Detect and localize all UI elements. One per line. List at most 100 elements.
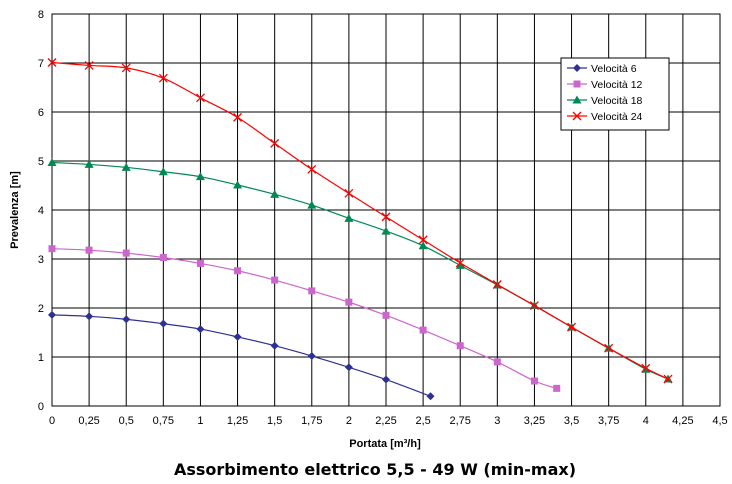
x-tick-label: 4 (643, 415, 649, 427)
x-tick-label: 1,5 (267, 415, 282, 427)
x-axis-label: Portata [m³/h] (349, 438, 421, 450)
x-tick-label: 2 (346, 415, 352, 427)
legend-item: Velocità 18 (567, 95, 643, 107)
data-point (158, 73, 168, 83)
y-tick-label: 6 (38, 107, 44, 119)
y-tick-label: 2 (38, 303, 44, 315)
data-point (418, 235, 428, 245)
legend-marker (573, 80, 581, 88)
data-point (663, 374, 673, 384)
x-tick-label: 3,75 (598, 415, 619, 427)
data-point (85, 312, 94, 321)
x-tick-label: 0,25 (78, 415, 99, 427)
data-point (344, 188, 354, 198)
data-point (196, 325, 205, 334)
data-point (84, 60, 94, 70)
x-tick-label: 4,5 (712, 415, 727, 427)
data-point (308, 287, 316, 295)
data-point (271, 276, 279, 284)
y-axis-label: Prevalenza [m] (9, 171, 21, 249)
x-tick-label: 0,75 (153, 415, 174, 427)
data-point (233, 180, 243, 189)
legend-marker (572, 111, 582, 121)
x-tick-label: 1,75 (301, 415, 322, 427)
x-tick-label: 1,25 (227, 415, 248, 427)
legend-item: Velocità 24 (567, 111, 643, 123)
x-tick-label: 0 (49, 415, 55, 427)
x-tick-label: 3 (494, 415, 500, 427)
y-tick-label: 0 (38, 401, 44, 413)
y-tick-labels: 0 1 2 3 4 5 6 7 8 (38, 9, 44, 413)
y-tick-label: 4 (38, 205, 44, 217)
data-point (530, 377, 538, 385)
data-point (418, 241, 428, 250)
plot-frame (51, 13, 721, 407)
legend: Velocità 6 Velocità 12 Velocità 18 Velocità… (560, 57, 670, 131)
data-point (270, 341, 279, 350)
data-point (567, 322, 577, 332)
data-point (158, 167, 168, 176)
data-point (382, 375, 390, 384)
data-point (344, 363, 353, 372)
series-line-velocit-18 (51, 161, 669, 380)
data-point (270, 138, 280, 148)
legend-item: Velocità 12 (567, 79, 643, 91)
data-point (381, 212, 391, 222)
data-point (47, 157, 57, 166)
data-point (233, 112, 243, 122)
data-point (493, 358, 501, 366)
legend-label: Velocità 24 (591, 111, 643, 123)
legend-label: Velocità 6 (591, 63, 637, 75)
legend-label: Velocità 12 (591, 79, 643, 91)
x-tick-label: 3,5 (564, 415, 579, 427)
data-point (345, 298, 353, 306)
data-point (553, 384, 561, 392)
legend-marker (572, 95, 582, 104)
data-point (344, 213, 354, 222)
legend-item: Velocità 6 (567, 63, 637, 75)
series-group (47, 58, 673, 401)
data-point (159, 319, 168, 328)
data-point (159, 254, 167, 262)
data-point (84, 159, 94, 168)
data-point (456, 342, 464, 350)
data-point (604, 343, 614, 353)
data-point (381, 226, 391, 235)
series-velocit-12 (48, 245, 561, 392)
data-point (455, 260, 465, 269)
data-point (195, 172, 205, 181)
series-velocit-18 (47, 157, 673, 383)
y-tick-label: 5 (38, 156, 44, 168)
data-point (121, 162, 131, 171)
grid (51, 13, 721, 407)
data-point (492, 280, 502, 289)
series-velocit-24 (47, 58, 673, 384)
data-point (529, 301, 539, 311)
x-tick-label: 2,25 (375, 415, 396, 427)
x-tick-label: 0,5 (119, 415, 134, 427)
y-tick-label: 8 (38, 9, 44, 21)
legend-label: Velocità 18 (591, 95, 643, 107)
data-point (122, 315, 131, 324)
x-tick-label: 2,75 (450, 415, 471, 427)
data-point (85, 246, 93, 254)
data-point (121, 63, 131, 73)
data-point (641, 363, 651, 373)
data-point (233, 332, 242, 341)
data-point (196, 259, 204, 267)
x-tick-label: 1 (197, 415, 203, 427)
data-point (122, 249, 130, 257)
data-point (47, 58, 57, 67)
x-tick-label: 4,25 (672, 415, 693, 427)
y-tick-label: 3 (38, 254, 44, 266)
data-point (307, 352, 316, 361)
x-tick-label: 2,5 (415, 415, 430, 427)
data-point (426, 392, 435, 401)
legend-marker (573, 64, 581, 72)
data-point (234, 267, 242, 275)
data-point (195, 93, 205, 103)
series-line-velocit-6 (51, 314, 431, 397)
data-point (48, 245, 56, 253)
data-point (455, 258, 465, 268)
